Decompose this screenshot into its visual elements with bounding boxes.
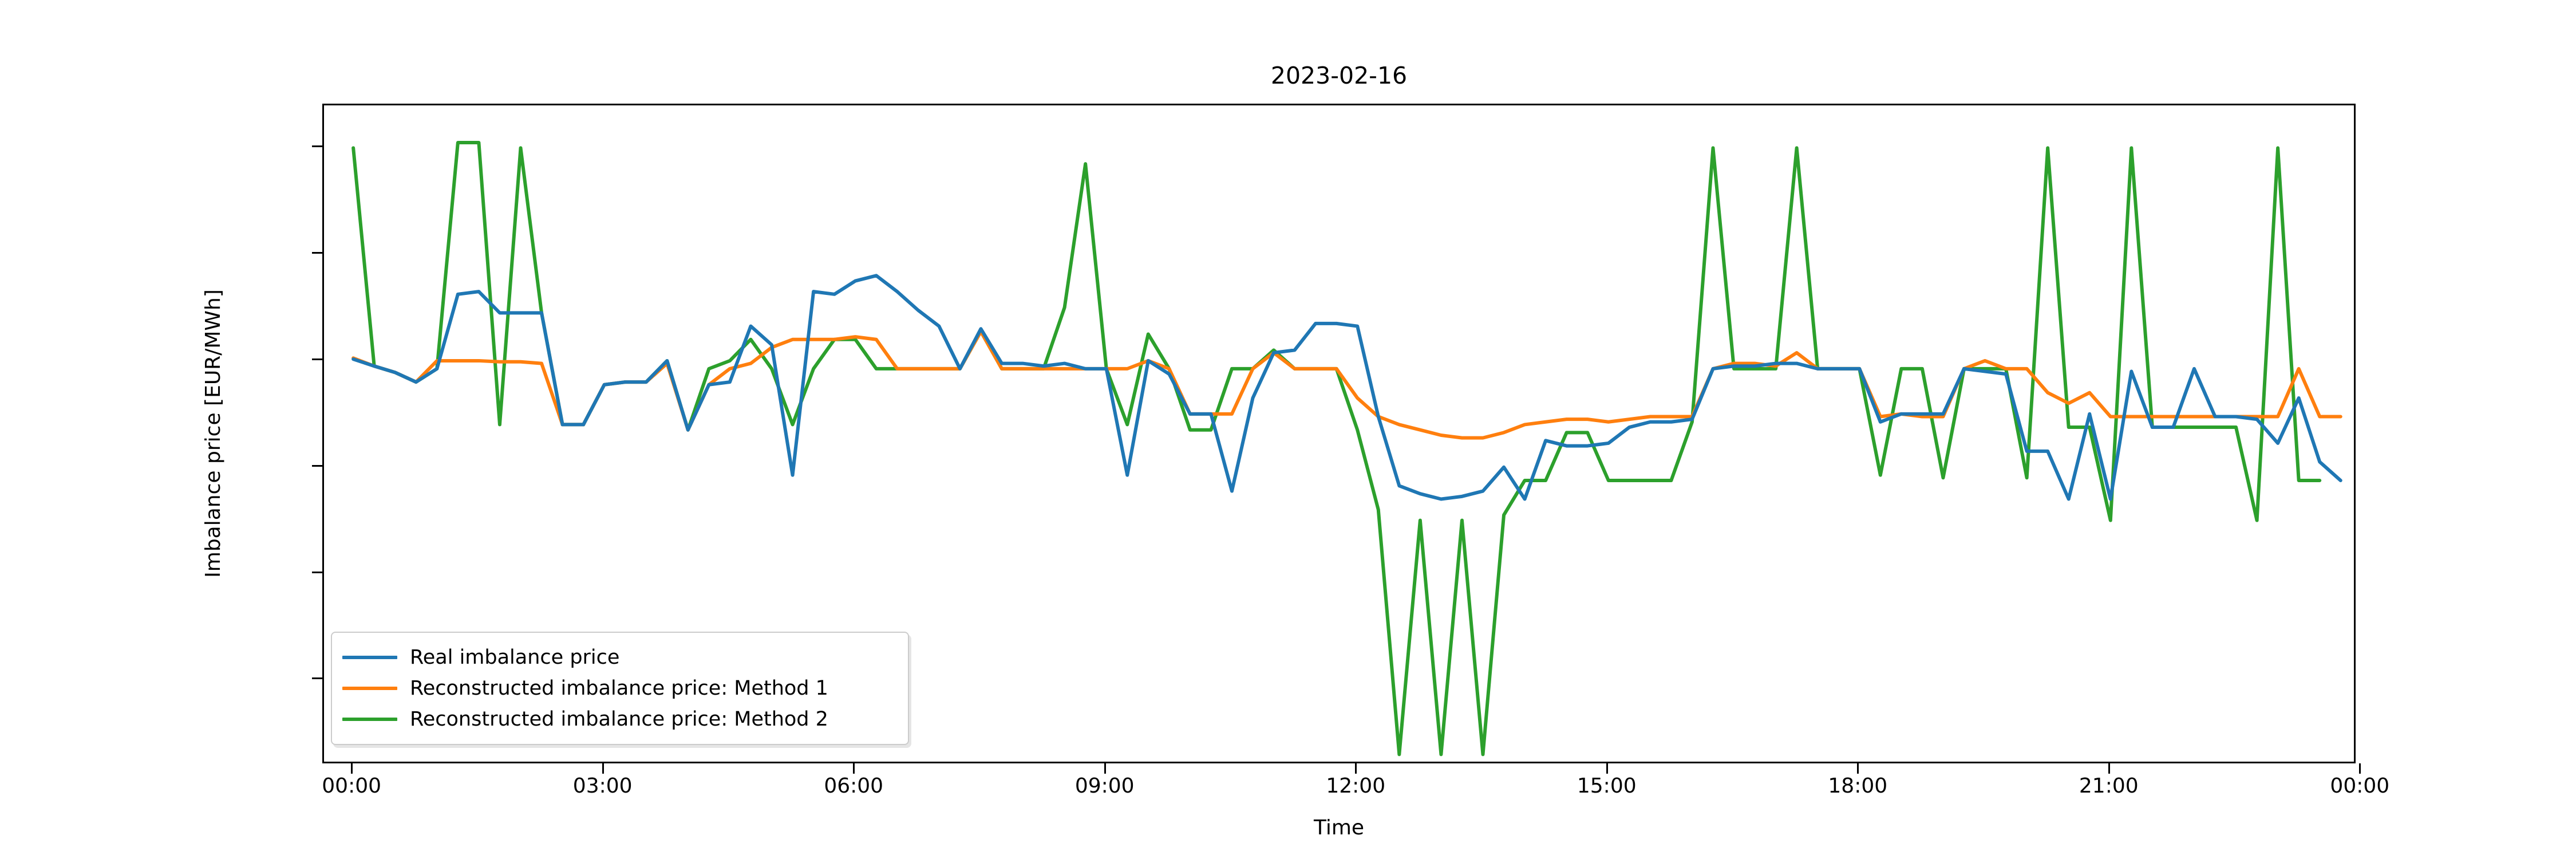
y-axis-tick-mark bbox=[312, 145, 322, 148]
x-axis-tick-mark bbox=[1104, 763, 1106, 774]
x-axis-tick-mark bbox=[1355, 763, 1357, 774]
x-axis-tick-mark bbox=[1606, 763, 1608, 774]
legend-item[interactable]: Real imbalance price bbox=[342, 642, 896, 673]
x-axis-tick-label: 09:00 bbox=[1074, 774, 1135, 798]
y-axis-tick-mark bbox=[312, 571, 322, 573]
series-line-method1 bbox=[351, 329, 2342, 440]
x-axis-label: Time bbox=[1313, 816, 1365, 840]
x-axis-tick-label: 06:00 bbox=[824, 774, 884, 798]
x-axis-tick-label: 03:00 bbox=[572, 774, 633, 798]
y-axis-tick-mark bbox=[312, 252, 322, 254]
x-axis-tick-mark bbox=[853, 763, 855, 774]
x-axis-tick-mark bbox=[2359, 763, 2361, 774]
page-title: 2023-02-16 bbox=[1270, 62, 1408, 89]
x-axis-tick-label: 21:00 bbox=[2079, 774, 2139, 798]
y-axis-tick-mark bbox=[312, 358, 322, 360]
x-axis-tick-label: 15:00 bbox=[1577, 774, 1637, 798]
legend-item[interactable]: Reconstructed imbalance price: Method 1 bbox=[342, 673, 896, 704]
legend-item-label: Real imbalance price bbox=[410, 645, 620, 669]
legend-color-swatch bbox=[342, 687, 397, 690]
series-line-real bbox=[351, 274, 2342, 501]
legend-item-label: Reconstructed imbalance price: Method 1 bbox=[410, 676, 828, 700]
x-axis-tick-mark bbox=[351, 763, 353, 774]
legend-item[interactable]: Reconstructed imbalance price: Method 2 bbox=[342, 704, 896, 735]
x-axis-tick-mark bbox=[2108, 763, 2110, 774]
y-axis-label: Imbalance price [EUR/MWh] bbox=[202, 289, 225, 578]
x-axis-tick-mark bbox=[602, 763, 604, 774]
y-axis-tick-mark bbox=[312, 464, 322, 467]
x-axis-tick-label: 00:00 bbox=[322, 774, 382, 798]
x-axis-tick-label: 00:00 bbox=[2330, 774, 2390, 798]
y-axis-tick-mark bbox=[312, 677, 322, 680]
x-axis-tick-label: 12:00 bbox=[1326, 774, 1386, 798]
x-axis-tick-mark bbox=[1857, 763, 1859, 774]
chart-legend: Real imbalance price Reconstructed imbala… bbox=[331, 632, 909, 745]
plot-area bbox=[322, 104, 2356, 763]
legend-item-label: Reconstructed imbalance price: Method 2 bbox=[410, 707, 828, 731]
legend-color-swatch bbox=[342, 656, 397, 659]
legend-color-swatch bbox=[342, 718, 397, 721]
x-axis-tick-label: 18:00 bbox=[1828, 774, 1888, 798]
series-lines bbox=[351, 141, 2342, 756]
